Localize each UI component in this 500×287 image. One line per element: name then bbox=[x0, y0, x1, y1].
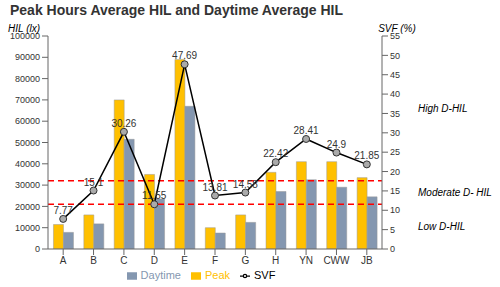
svg-text:D: D bbox=[151, 255, 158, 266]
svg-text:5: 5 bbox=[390, 225, 395, 235]
svg-text:47.69: 47.69 bbox=[172, 50, 197, 61]
svg-text:28.41: 28.41 bbox=[294, 125, 319, 136]
svg-text:0: 0 bbox=[35, 244, 40, 254]
svg-text:45: 45 bbox=[390, 70, 400, 80]
svg-text:CWW: CWW bbox=[323, 255, 350, 266]
svg-text:22.42: 22.42 bbox=[263, 148, 288, 159]
svg-text:30000: 30000 bbox=[15, 180, 40, 190]
svg-text:Moderate D- HIL: Moderate D- HIL bbox=[418, 187, 492, 198]
svg-text:YN: YN bbox=[299, 255, 313, 266]
svg-text:C: C bbox=[120, 255, 127, 266]
svg-text:H: H bbox=[272, 255, 279, 266]
svg-text:55: 55 bbox=[390, 31, 400, 42]
svg-text:10000: 10000 bbox=[15, 223, 40, 233]
svg-text:30.26: 30.26 bbox=[111, 118, 136, 129]
svg-text:20000: 20000 bbox=[15, 202, 40, 212]
svg-text:35: 35 bbox=[390, 109, 400, 119]
svg-text:30: 30 bbox=[390, 128, 400, 138]
svg-text:JB: JB bbox=[361, 255, 373, 266]
svg-text:21.85: 21.85 bbox=[354, 150, 379, 161]
svg-text:SVF (%): SVF (%) bbox=[378, 23, 416, 34]
svg-text:High D-HIL: High D-HIL bbox=[418, 103, 467, 114]
svg-text:14.58: 14.58 bbox=[233, 179, 258, 190]
svg-text:F: F bbox=[212, 255, 218, 266]
svg-text:13.81: 13.81 bbox=[202, 182, 227, 193]
svg-text:B: B bbox=[90, 255, 97, 266]
svg-text:40: 40 bbox=[390, 89, 400, 99]
svg-text:20: 20 bbox=[390, 167, 400, 177]
svg-text:15: 15 bbox=[390, 186, 400, 196]
svg-text:Low D-HIL: Low D-HIL bbox=[418, 221, 465, 232]
svg-text:40000: 40000 bbox=[15, 159, 40, 169]
svg-text:15.1: 15.1 bbox=[84, 177, 104, 188]
svg-text:11.55: 11.55 bbox=[142, 190, 167, 201]
svg-text:A: A bbox=[60, 255, 67, 266]
svg-text:24.9: 24.9 bbox=[327, 139, 347, 150]
svg-text:G: G bbox=[241, 255, 249, 266]
svg-text:25: 25 bbox=[390, 147, 400, 157]
svg-text:60000: 60000 bbox=[15, 116, 40, 126]
svg-text:90000: 90000 bbox=[15, 52, 40, 62]
svg-text:7.77: 7.77 bbox=[53, 205, 73, 216]
html-text:SVF: SVF bbox=[254, 269, 276, 281]
svg-text:70000: 70000 bbox=[15, 95, 40, 105]
html-text:Daytime: Daytime bbox=[140, 269, 181, 281]
svg-text:HIL (lx): HIL (lx) bbox=[8, 23, 40, 34]
svg-text:0: 0 bbox=[390, 244, 395, 254]
svg-text:80000: 80000 bbox=[15, 74, 40, 84]
svg-text:50: 50 bbox=[390, 51, 400, 61]
html-text:Peak: Peak bbox=[204, 269, 230, 281]
svg-text:50000: 50000 bbox=[15, 138, 40, 148]
html-text:Peak Hours Average HIL and Day: Peak Hours Average HIL and Daytime Avera… bbox=[10, 2, 343, 18]
svg-text:10: 10 bbox=[390, 205, 400, 215]
svg-text:E: E bbox=[181, 255, 188, 266]
svg-text:100000: 100000 bbox=[10, 31, 40, 42]
